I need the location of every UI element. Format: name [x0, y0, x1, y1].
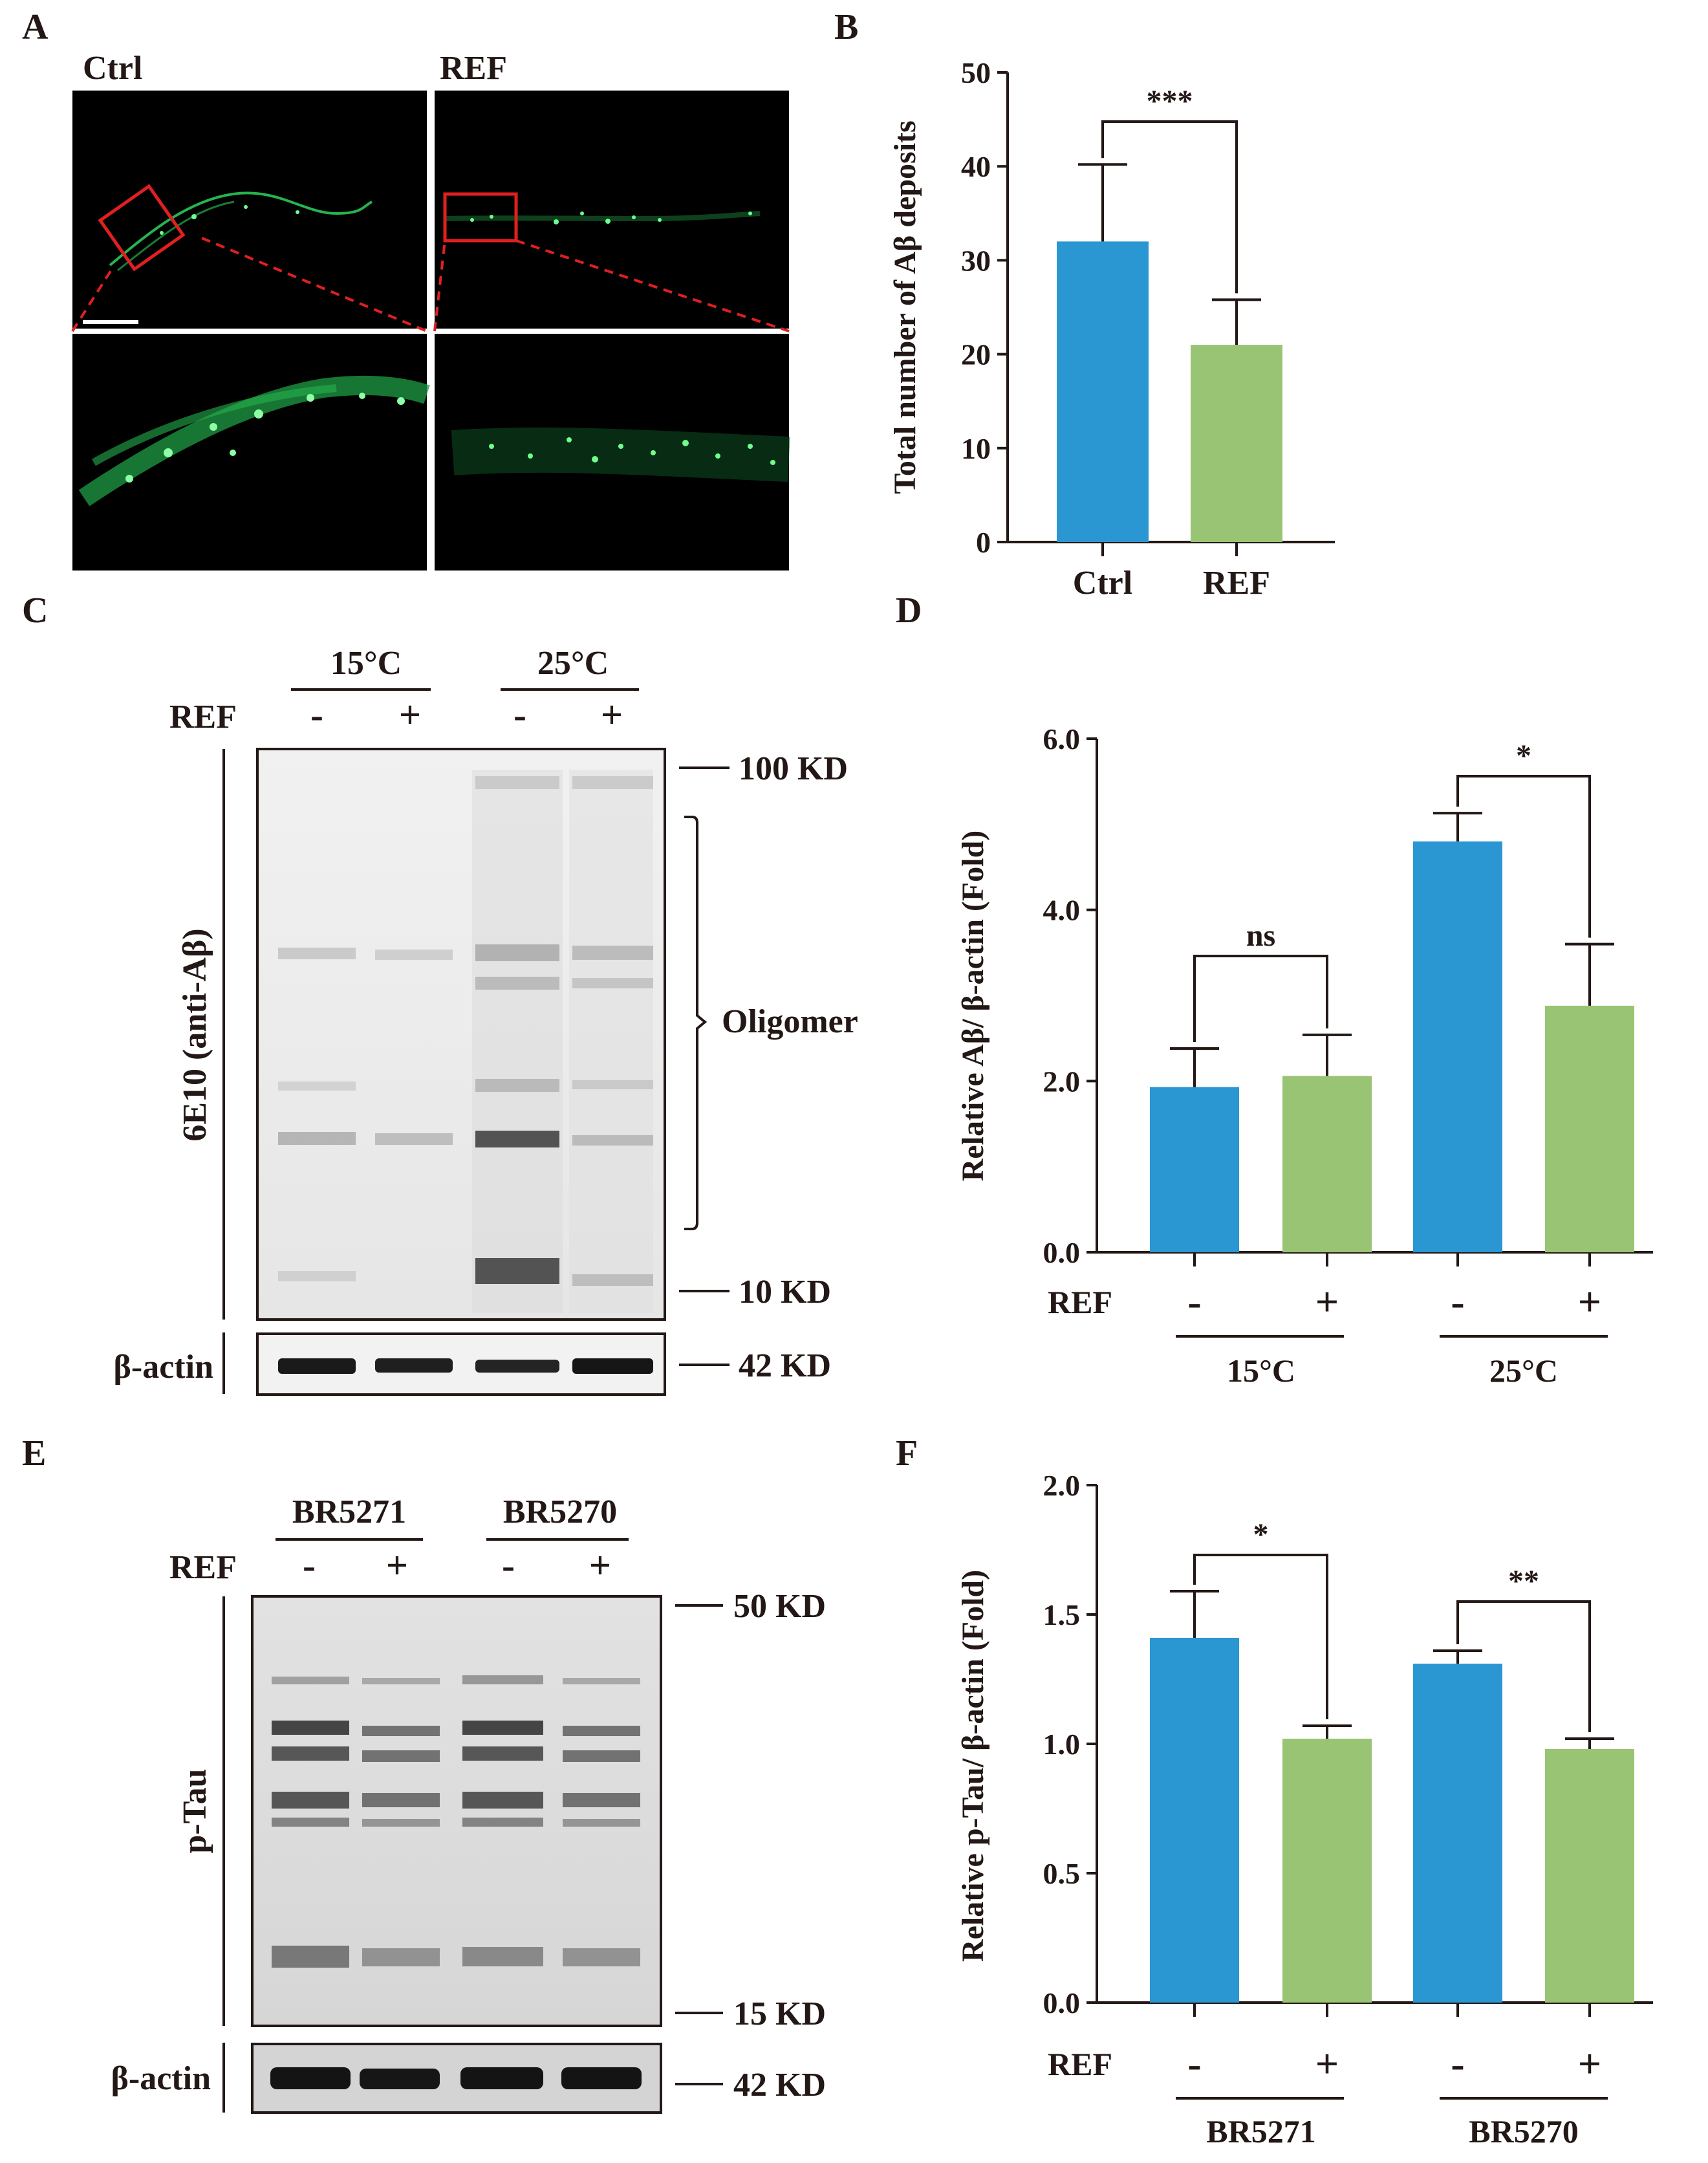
significance-bracket — [1456, 1600, 1591, 1732]
e-lane-sign-4: + — [589, 1544, 611, 1587]
d-sign-4: + — [1578, 1279, 1601, 1325]
zoom-box-ctrl — [98, 184, 186, 272]
significance-label: * — [1516, 739, 1531, 773]
bar — [1413, 1664, 1502, 2003]
f-sign-4: + — [1578, 2041, 1601, 2087]
e-lane-sign-3: - — [502, 1544, 515, 1587]
c-lane-sign-2: + — [399, 693, 421, 736]
chart-b: Total number of Aβ deposits 0 10 20 30 40 50 C… — [888, 56, 1335, 602]
y-tick-label: 50 — [961, 56, 991, 89]
significance-label: ns — [1246, 918, 1275, 953]
c-antibody-label: 6E10 (anti-Aβ) — [177, 928, 213, 1141]
c-marker-42kd: 42 KD — [739, 1347, 831, 1384]
y-tick-label: 0.0 — [1043, 1986, 1081, 2019]
chart-f-ylabel: Relative p-Tau/ β-actin (Fold) — [956, 1570, 990, 1962]
significance-bracket — [1193, 1554, 1328, 1719]
f-sign-1: - — [1187, 2041, 1201, 2087]
d-treatment-label: REF — [1048, 1284, 1112, 1320]
c-group-label-25: 25°C — [537, 645, 609, 682]
panel-c-blot: 15°C 25°C REF - + - + 6E10 (anti-Aβ) — [114, 645, 858, 1396]
panel-label-f: F — [896, 1433, 918, 1473]
d-sign-1: - — [1187, 1279, 1201, 1325]
significance-bracket — [1193, 955, 1328, 1043]
y-tick-label: 6.0 — [1043, 723, 1081, 755]
chart-b-ylabel: Total number of Aβ deposits — [888, 120, 922, 494]
panel-label-c: C — [22, 591, 49, 631]
f-sign-2: + — [1315, 2041, 1339, 2087]
fluorescence-image-ctrl-top — [72, 91, 427, 329]
chart-d: Relative Aβ/ β-actin (Fold) REF - + - + … — [956, 723, 1653, 1389]
y-tick-label: 1.0 — [1043, 1728, 1081, 1761]
bar — [1191, 345, 1282, 542]
panel-label-a: A — [22, 7, 49, 47]
panel-label-b: B — [834, 7, 859, 47]
bar — [1150, 1638, 1239, 2003]
y-tick-label: 4.0 — [1043, 894, 1081, 927]
significance-label: *** — [1147, 84, 1193, 118]
significance-label: ** — [1508, 1564, 1539, 1598]
bar — [1282, 1739, 1372, 2003]
image-label-ref: REF — [440, 50, 507, 87]
y-tick-label: 30 — [961, 244, 991, 277]
c-group-label-15: 15°C — [330, 645, 402, 682]
bar — [1057, 241, 1149, 542]
y-tick-label: 0.5 — [1043, 1857, 1081, 1890]
panel-label-e: E — [22, 1433, 47, 1473]
c-marker-100kd: 100 KD — [739, 750, 848, 787]
c-treatment-label: REF — [169, 699, 237, 735]
x-tick-label: Ctrl — [1073, 565, 1132, 602]
f-sign-3: - — [1451, 2041, 1464, 2087]
fluorescence-image-ref-top — [435, 91, 789, 329]
chart-f: Relative p-Tau/ β-actin (Fold) REF - + -… — [956, 1469, 1653, 2149]
bar — [1545, 1749, 1634, 2003]
fluorescence-image-ctrl-bottom — [72, 334, 430, 571]
bar — [1282, 1076, 1372, 1252]
e-antibody-label: p-Tau — [177, 1768, 213, 1853]
c-actin-label: β-actin — [114, 1349, 214, 1386]
e-lane-sign-2: + — [386, 1544, 408, 1587]
image-label-ctrl: Ctrl — [83, 50, 143, 87]
zoom-box-ref — [443, 192, 518, 243]
significance-bracket — [1456, 775, 1591, 938]
y-tick-label: 40 — [961, 150, 991, 183]
f-group-br5270: BR5270 — [1469, 2113, 1578, 2149]
e-marker-50kd: 50 KD — [733, 1588, 826, 1625]
y-tick-label: 20 — [961, 338, 991, 371]
y-tick-label: 0 — [976, 526, 991, 559]
y-tick-label: 2.0 — [1043, 1065, 1081, 1098]
e-actin-label: β-actin — [111, 2060, 211, 2097]
y-tick-label: 0.0 — [1043, 1236, 1081, 1269]
panel-label-d: D — [896, 591, 922, 631]
y-tick-label: 10 — [961, 432, 991, 465]
e-marker-42kd: 42 KD — [733, 2067, 826, 2103]
fluorescence-image-ref-bottom — [435, 334, 790, 571]
c-marker-10kd: 10 KD — [739, 1274, 831, 1310]
e-group-label-br5271: BR5271 — [292, 1494, 406, 1530]
c-lane-sign-1: - — [310, 693, 323, 736]
f-group-br5271: BR5271 — [1206, 2113, 1315, 2149]
d-group-15: 15°C — [1227, 1353, 1295, 1389]
e-marker-15kd: 15 KD — [733, 1995, 826, 2032]
significance-label: * — [1253, 1517, 1269, 1552]
c-lane-sign-4: + — [601, 693, 623, 736]
e-group-label-br5270: BR5270 — [503, 1494, 617, 1530]
x-tick-label: REF — [1203, 565, 1270, 602]
f-treatment-label: REF — [1048, 2046, 1112, 2082]
c-lane-sign-3: - — [513, 693, 526, 736]
bar — [1545, 1005, 1634, 1252]
bar — [1413, 841, 1502, 1252]
d-sign-2: + — [1315, 1279, 1339, 1325]
chart-d-ylabel: Relative Aβ/ β-actin (Fold) — [956, 831, 990, 1181]
e-treatment-label: REF — [169, 1549, 237, 1586]
e-lane-sign-1: - — [303, 1544, 316, 1587]
y-tick-label: 2.0 — [1043, 1469, 1081, 1502]
significance-bracket — [1101, 120, 1238, 294]
d-sign-3: - — [1451, 1279, 1464, 1325]
c-oligomer-label: Oligomer — [722, 1003, 858, 1040]
d-group-25: 25°C — [1489, 1353, 1558, 1389]
bar — [1150, 1087, 1239, 1252]
panel-e-blot: BR5271 BR5270 REF - + - + p-Tau — [111, 1494, 826, 2114]
y-tick-label: 1.5 — [1043, 1598, 1081, 1631]
